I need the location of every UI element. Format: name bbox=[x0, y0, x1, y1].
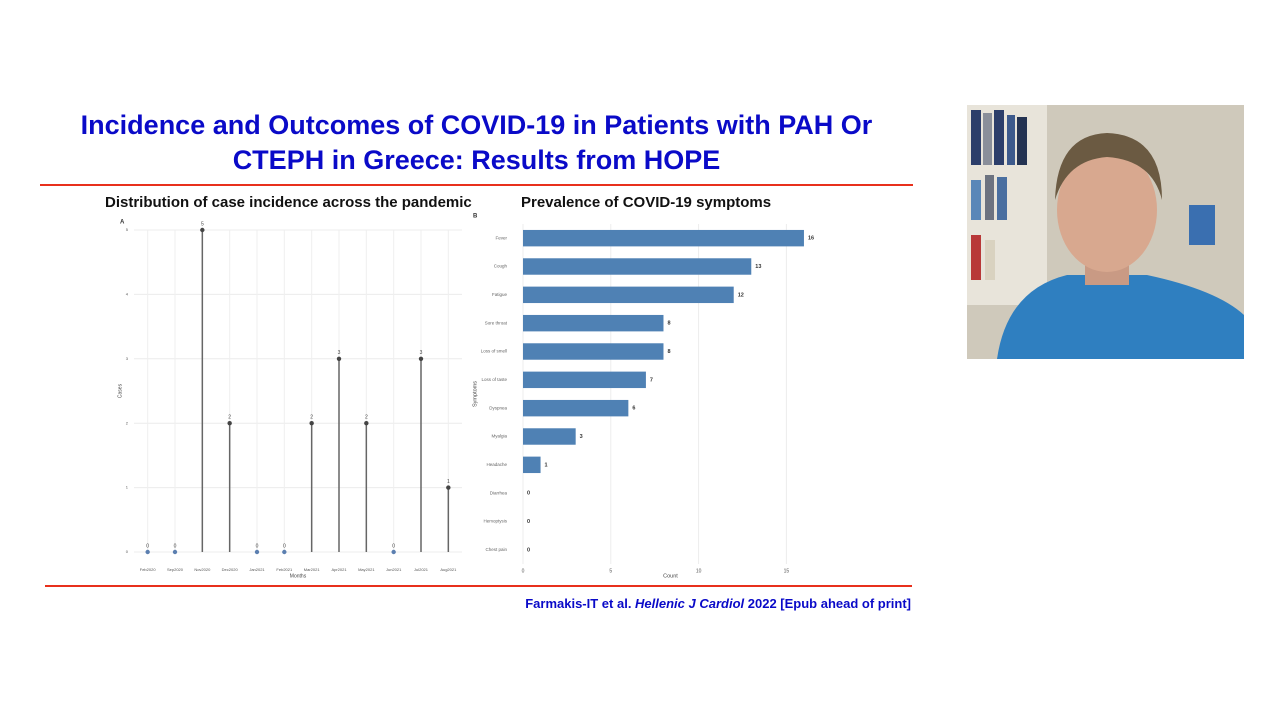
y-tick-label: Loss of taste bbox=[481, 377, 507, 382]
bar bbox=[523, 428, 576, 445]
value-label: 3 bbox=[338, 350, 341, 356]
bar bbox=[523, 258, 752, 275]
y-tick-label: 5 bbox=[126, 227, 129, 232]
x-tick-label: 10 bbox=[696, 568, 702, 574]
point bbox=[227, 421, 232, 426]
point bbox=[254, 549, 260, 555]
y-tick-label: Diarrhea bbox=[490, 490, 508, 495]
value-label: 13 bbox=[755, 264, 761, 270]
panel-label: A bbox=[120, 220, 125, 226]
x-tick-label: 0 bbox=[522, 568, 525, 574]
value-label: 5 bbox=[201, 221, 204, 227]
x-tick-label: Jan2021 bbox=[249, 567, 265, 572]
point bbox=[446, 485, 451, 490]
x-tick-label: 5 bbox=[609, 568, 612, 574]
citation-text: Farmakis-IT et al. bbox=[525, 596, 636, 611]
bar bbox=[523, 371, 646, 389]
point bbox=[336, 356, 342, 361]
point bbox=[172, 549, 178, 555]
value-label: 3 bbox=[420, 350, 423, 356]
y-tick-label: Sore throat bbox=[485, 320, 508, 325]
x-tick-label: Nov2020 bbox=[194, 567, 211, 572]
citation-text: 2022 [Epub ahead of print] bbox=[744, 596, 911, 611]
value-label: 0 bbox=[283, 543, 286, 549]
value-label: 0 bbox=[146, 543, 149, 549]
bar bbox=[523, 343, 664, 360]
value-label: 8 bbox=[667, 349, 670, 355]
bar bbox=[523, 399, 629, 417]
value-label: 3 bbox=[580, 434, 583, 440]
bar bbox=[523, 314, 664, 332]
point bbox=[309, 421, 314, 426]
y-tick-label: Fever bbox=[495, 235, 507, 240]
y-tick-label: 2 bbox=[126, 420, 129, 425]
value-label: 0 bbox=[527, 491, 530, 497]
point bbox=[282, 549, 287, 555]
citation-journal: Hellenic J Cardiol bbox=[635, 596, 745, 611]
x-tick-label: 15 bbox=[784, 568, 790, 574]
value-label: 12 bbox=[738, 292, 744, 298]
value-label: 1 bbox=[545, 462, 548, 468]
x-tick-label: May2021 bbox=[358, 567, 375, 572]
x-axis-label: Count bbox=[663, 573, 678, 579]
value-label: 2 bbox=[310, 415, 313, 421]
point bbox=[200, 227, 205, 233]
y-tick-label: Chest pain bbox=[485, 547, 507, 552]
value-label: 0 bbox=[392, 543, 395, 549]
value-label: 2 bbox=[365, 415, 368, 421]
panel-label: B bbox=[473, 214, 478, 220]
y-tick-label: Headache bbox=[486, 462, 507, 467]
x-tick-label: Feb2021 bbox=[276, 567, 293, 572]
x-tick-label: Aug2021 bbox=[440, 567, 457, 572]
value-label: 1 bbox=[447, 479, 450, 485]
y-tick-label: 0 bbox=[126, 549, 129, 554]
bar bbox=[523, 286, 734, 304]
slide-title: Incidence and Outcomes of COVID-19 in Pa… bbox=[80, 110, 873, 175]
bar bbox=[523, 229, 804, 247]
point bbox=[418, 356, 424, 361]
point bbox=[145, 549, 150, 555]
y-tick-label: 1 bbox=[126, 485, 129, 490]
x-tick-label: Jul2021 bbox=[414, 567, 429, 572]
y-tick-label: 3 bbox=[126, 356, 129, 361]
divider bbox=[40, 184, 913, 186]
value-label: 0 bbox=[174, 543, 177, 549]
x-tick-label: Apr2021 bbox=[331, 567, 347, 572]
value-label: 16 bbox=[808, 236, 814, 242]
chart-title: Distribution of case incidence across th… bbox=[105, 194, 472, 211]
y-axis-label: Cases bbox=[117, 383, 123, 398]
value-label: 7 bbox=[650, 377, 653, 383]
x-axis-label: Months bbox=[290, 573, 307, 579]
value-label: 6 bbox=[632, 406, 635, 412]
y-tick-label: Hemoptysis bbox=[483, 519, 507, 524]
divider bbox=[45, 585, 912, 587]
charts: Distribution of case incidence across th… bbox=[105, 194, 814, 579]
x-tick-label: Mar2021 bbox=[304, 567, 321, 572]
citation: Farmakis-IT et al. Hellenic J Cardiol 20… bbox=[525, 596, 911, 611]
y-tick-label: Loss of smell bbox=[481, 349, 507, 354]
bar bbox=[523, 456, 541, 474]
y-tick-label: Myalgia bbox=[491, 434, 507, 439]
y-tick-label: Dyspnea bbox=[489, 405, 507, 410]
y-tick-label: Cough bbox=[494, 264, 508, 269]
webcam-video bbox=[967, 105, 1244, 359]
value-label: 2 bbox=[228, 415, 231, 421]
value-label: 0 bbox=[256, 543, 259, 549]
value-label: 0 bbox=[527, 519, 530, 525]
value-label: 8 bbox=[667, 321, 670, 327]
y-axis-label: Symptoms bbox=[472, 381, 478, 407]
chart-title: Prevalence of COVID-19 symptoms bbox=[521, 194, 771, 211]
y-tick-label: Fatigue bbox=[492, 292, 508, 297]
value-label: 0 bbox=[527, 547, 530, 553]
x-tick-label: Feb2020 bbox=[140, 567, 157, 572]
x-tick-label: Jun2021 bbox=[386, 567, 402, 572]
point bbox=[364, 421, 369, 426]
y-tick-label: 4 bbox=[126, 291, 129, 296]
point bbox=[391, 549, 396, 555]
x-tick-label: Sep2020 bbox=[167, 567, 184, 572]
x-tick-label: Dec2020 bbox=[222, 567, 239, 572]
